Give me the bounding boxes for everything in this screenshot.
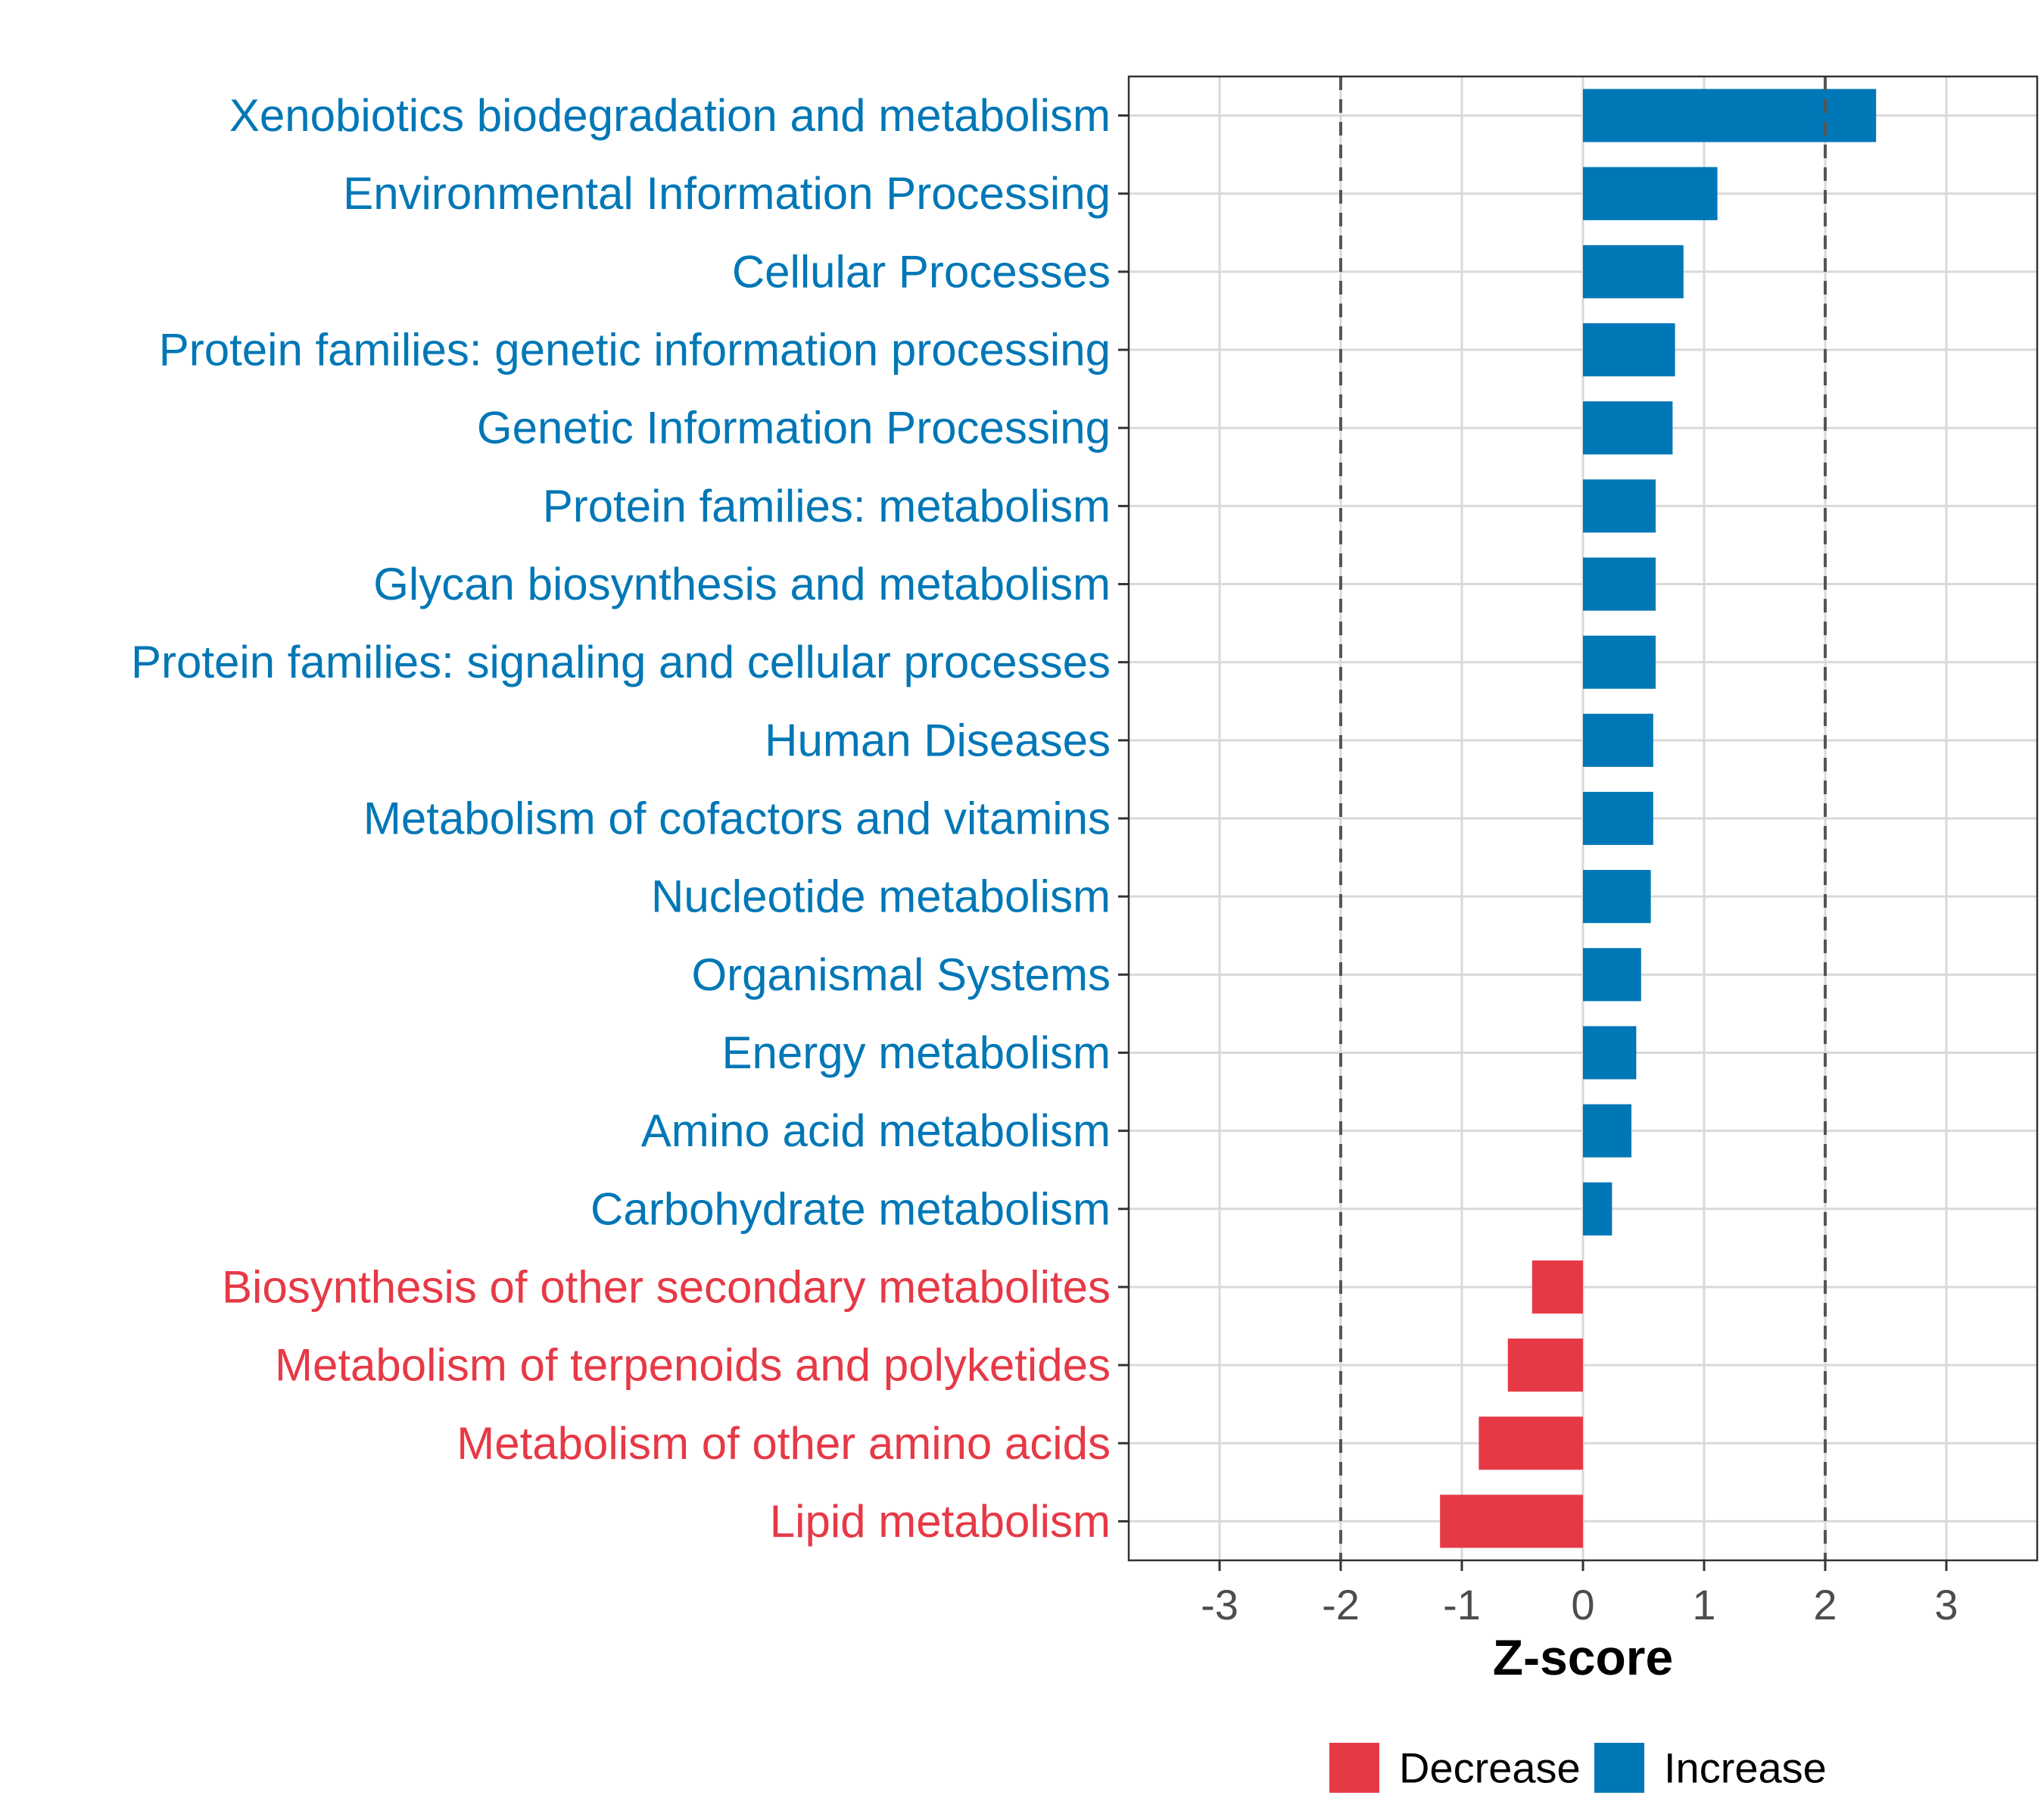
legend-label: Decrease [1399, 1744, 1581, 1792]
category-label: Metabolism of terpenoids and polyketides [275, 1340, 1111, 1391]
bar [1478, 1417, 1583, 1470]
bar [1583, 89, 1877, 142]
category-label: Protein families: metabolism [543, 481, 1111, 531]
category-label: Cellular Processes [732, 246, 1111, 297]
category-label: Human Diseases [765, 715, 1111, 765]
category-label: Xenobiotics biodegradation and metabolis… [229, 90, 1111, 141]
legend-swatch [1329, 1743, 1379, 1793]
category-label: Metabolism of other amino acids [456, 1418, 1111, 1469]
bar [1583, 1182, 1612, 1236]
x-tick-label: 0 [1571, 1581, 1594, 1628]
bar [1583, 791, 1653, 846]
category-label: Protein families: genetic information pr… [159, 325, 1111, 376]
bar [1440, 1494, 1583, 1548]
category-label: Amino acid metabolism [641, 1105, 1111, 1156]
x-tick-label: 3 [1934, 1581, 1958, 1628]
bar [1583, 713, 1653, 767]
bar [1583, 479, 1656, 533]
category-label: Organismal Systems [692, 949, 1111, 1000]
bar [1583, 557, 1656, 611]
category-label: Environmental Information Processing [343, 168, 1111, 219]
bar [1583, 323, 1675, 377]
bar [1583, 1026, 1637, 1080]
category-label: Glycan biosynthesis and metabolism [373, 559, 1111, 609]
category-label: Carbohydrate metabolism [590, 1183, 1111, 1234]
bar [1583, 401, 1673, 455]
bar [1583, 870, 1651, 924]
bar [1583, 167, 1718, 220]
x-tick-label: -1 [1443, 1581, 1481, 1628]
bar [1583, 1104, 1631, 1158]
bar [1583, 245, 1684, 298]
bar [1583, 635, 1656, 689]
x-tick-label: -2 [1322, 1581, 1360, 1628]
bar [1583, 948, 1641, 1002]
legend: Decrease Increase [1329, 1743, 1827, 1793]
category-label: Energy metabolism [721, 1027, 1111, 1078]
y-axis-labels: Xenobiotics biodegradation and metabolis… [131, 90, 1111, 1547]
category-label: Genetic Information Processing [477, 403, 1111, 453]
category-label: Protein families: signaling and cellular… [131, 637, 1111, 687]
y-axis-ticks [1118, 114, 1129, 1522]
x-tick-label: -3 [1201, 1581, 1239, 1628]
category-label: Metabolism of cofactors and vitamins [363, 793, 1111, 844]
x-tick-label: 1 [1692, 1581, 1715, 1628]
bars [1440, 89, 1877, 1548]
bar [1531, 1260, 1583, 1314]
x-axis-ticks [1218, 1560, 1948, 1571]
category-label: Lipid metabolism [770, 1496, 1111, 1547]
category-label: Nucleotide metabolism [651, 871, 1111, 922]
x-axis-title: Z-score [1493, 1629, 1673, 1685]
category-label: Biosynthesis of other secondary metaboli… [222, 1261, 1111, 1312]
reference-lines [1339, 76, 1827, 1560]
legend-label: Increase [1664, 1744, 1827, 1792]
x-axis-labels: -3 -2 -1 0 1 2 3 [1201, 1581, 1958, 1628]
legend-swatch [1594, 1743, 1644, 1793]
bar [1507, 1339, 1583, 1392]
x-tick-label: 2 [1813, 1581, 1837, 1628]
